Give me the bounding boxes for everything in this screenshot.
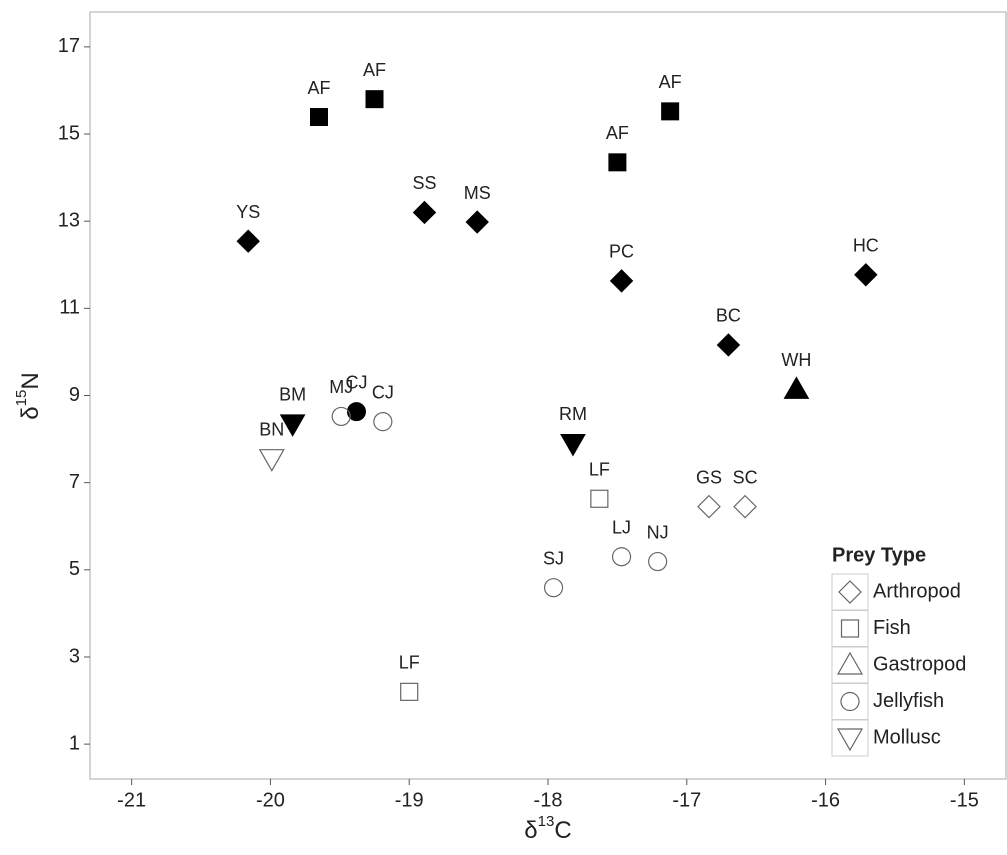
y-axis-label: δ15N	[13, 372, 44, 419]
point-label: MJ	[329, 377, 353, 397]
point-label: YS	[236, 202, 260, 222]
point-label: PC	[609, 242, 634, 262]
data-point	[400, 682, 419, 701]
data-point	[697, 494, 721, 519]
legend-symbol	[840, 691, 860, 712]
data-point	[611, 547, 632, 567]
point-label: SJ	[543, 548, 564, 568]
data-point	[783, 376, 810, 399]
point-label: AF	[606, 123, 629, 143]
y-tick-label: 17	[58, 35, 80, 57]
point-label: AF	[659, 72, 682, 92]
y-tick-label: 3	[69, 645, 80, 667]
point-label: LJ	[612, 517, 631, 537]
legend-symbol	[836, 651, 864, 675]
x-tick-label: -16	[811, 789, 840, 811]
legend-label: Mollusc	[873, 726, 941, 748]
data-point	[346, 402, 366, 422]
y-tick-label: 9	[69, 384, 80, 406]
x-tick-label: -18	[534, 789, 563, 811]
legend-label: Fish	[873, 617, 911, 639]
data-point	[543, 578, 564, 598]
point-label: WH	[781, 350, 811, 370]
data-point	[236, 229, 260, 253]
y-tick-label: 5	[69, 558, 80, 580]
y-tick-label: 13	[58, 209, 80, 231]
data-point	[412, 200, 437, 225]
data-point	[560, 433, 586, 457]
data-point	[733, 494, 757, 519]
legend-symbol	[836, 728, 864, 752]
point-label: AF	[363, 60, 386, 80]
data-point	[279, 414, 306, 437]
point-label: RM	[559, 404, 587, 424]
point-label: NJ	[647, 522, 669, 542]
legend-key	[831, 719, 869, 757]
legend-key	[831, 610, 869, 647]
data-point	[310, 108, 328, 127]
data-point	[365, 90, 384, 109]
point-label: BC	[716, 306, 741, 326]
legend-label: Gastropod	[873, 653, 966, 675]
data-point	[258, 449, 285, 472]
legend-title: Prey Type	[832, 544, 926, 566]
legend-label: Arthropod	[873, 580, 961, 602]
data-point	[331, 406, 351, 427]
plot-panel	[89, 11, 1007, 780]
legend-symbol	[838, 580, 862, 604]
data-point	[854, 263, 878, 287]
y-tick-label: 11	[59, 297, 80, 319]
x-tick-label: -17	[672, 789, 701, 811]
data-point	[373, 412, 393, 432]
x-tick-label: -20	[256, 789, 285, 811]
point-label: CJ	[345, 372, 367, 392]
x-axis-label: δ13C	[524, 813, 571, 844]
legend-key	[831, 683, 869, 720]
y-tick-label: 15	[58, 122, 80, 144]
point-label: AF	[307, 78, 330, 98]
data-point	[661, 102, 680, 121]
point-label: BM	[279, 385, 306, 405]
data-point	[716, 333, 741, 357]
x-tick-label: -21	[117, 789, 146, 811]
y-tick-label: 1	[69, 732, 80, 754]
point-label: SC	[733, 467, 758, 487]
point-label: BN	[259, 419, 284, 439]
data-point	[648, 551, 668, 572]
y-tick-label: 7	[69, 471, 80, 493]
point-label: MS	[464, 183, 491, 203]
data-point	[609, 269, 634, 293]
data-point	[465, 210, 489, 234]
x-tick-label: -15	[950, 789, 979, 811]
point-label: HC	[853, 236, 879, 256]
data-point	[590, 489, 609, 508]
point-label: LF	[399, 653, 420, 673]
legend-symbol	[840, 619, 860, 638]
legend-label: Jellyfish	[873, 690, 944, 712]
point-label: SS	[412, 173, 436, 193]
x-tick-label: -19	[395, 789, 424, 811]
legend-key	[831, 573, 869, 611]
data-point	[608, 153, 627, 172]
point-label: LF	[589, 460, 610, 480]
point-label: GS	[696, 467, 722, 487]
point-label: CJ	[372, 382, 394, 402]
